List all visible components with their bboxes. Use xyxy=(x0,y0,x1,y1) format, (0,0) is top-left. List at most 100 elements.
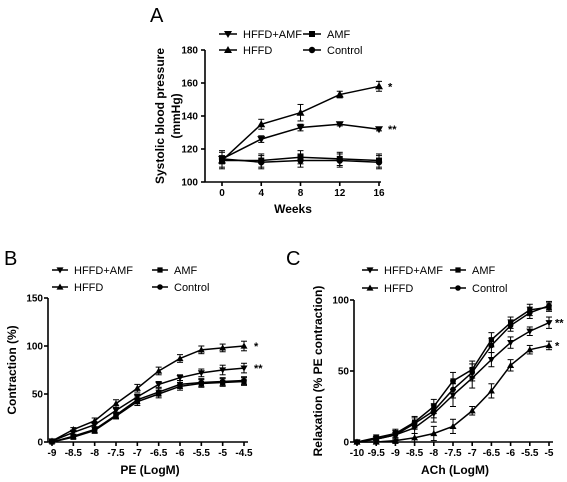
panel-b-series-hffd-point xyxy=(133,384,141,391)
panel-c-ytick-label: 100 xyxy=(332,296,349,307)
panel-a-xtick-label: 4 xyxy=(258,188,264,199)
panel-c-xtick-label: -7 xyxy=(468,448,477,459)
panel-b-xtick-label: -6 xyxy=(176,448,185,459)
panel-a-ytick-label: 140 xyxy=(181,112,198,123)
panel-b-series-control-point xyxy=(134,396,141,403)
panel-c-series-control-point xyxy=(469,369,476,376)
panel-b-legend-item: HFFD xyxy=(52,282,103,294)
panel-c-series-hffd-point xyxy=(526,346,534,353)
panel-b-series-control-point xyxy=(70,433,77,440)
panel-b-series-hffd-point xyxy=(91,417,99,424)
panel-b-series-hffd-amf-point xyxy=(155,381,163,388)
panel-c-xtick-label: -8 xyxy=(429,448,438,459)
panel-c-xtick-label: -10 xyxy=(350,448,365,459)
panel-b-x-label: PE (LogM) xyxy=(120,463,179,477)
panel-c-series-control-point xyxy=(527,309,533,316)
panel-a-ytick-label: 160 xyxy=(181,79,198,90)
panel-c-legend-marker xyxy=(366,284,374,291)
panel-a-series-hffd-point xyxy=(257,120,266,128)
panel-a-legend-item: Control xyxy=(303,45,362,57)
panel-c-legend-marker xyxy=(455,267,461,273)
panel-a-legend-marker xyxy=(224,31,232,38)
panel-a-series-hffd-amf-point xyxy=(335,121,344,129)
panel-c-series-control-point xyxy=(392,432,399,438)
panel-b-series-hffd-amf-point xyxy=(240,365,248,372)
panel-a-legend-marker xyxy=(308,46,316,54)
panel-c-legend-label: AMF xyxy=(472,265,496,277)
panel-c-series-hffd-point xyxy=(411,434,419,441)
panel-c-series-hffd-amf-point xyxy=(507,339,515,347)
panel-b-ytick-label: 50 xyxy=(32,390,44,401)
panel-a-legend-label: Control xyxy=(327,45,362,57)
panel-b-series-hffd xyxy=(48,340,248,444)
panel-b-series-control-point xyxy=(219,378,226,385)
panel-a-ytick-label: 120 xyxy=(181,145,198,156)
panel-b-legend-marker xyxy=(56,267,64,274)
panel-b-series-hffd-amf xyxy=(48,362,248,445)
panel-c-y-label: Relaxation (% PE contraction) xyxy=(311,286,325,457)
panel-c-series-control-point xyxy=(546,302,552,309)
panel-a-legend-item: AMF xyxy=(303,29,351,41)
panel-b-legend-label: Control xyxy=(174,282,209,294)
panel-a-series-hffd-amf-point xyxy=(375,126,383,134)
panel-b-legend-item: Control xyxy=(152,282,209,294)
panel-b-significance-label: * xyxy=(254,341,259,353)
panel-a-series-control xyxy=(218,150,383,170)
panel-a-series-control-point xyxy=(218,155,226,163)
panel-a-legend-label: HFFD xyxy=(243,45,272,57)
panel-c-series-control-point xyxy=(354,439,360,445)
panel-a-legend-item: HFFD xyxy=(219,45,272,57)
panel-c-significance-label: * xyxy=(555,340,560,352)
panel-a-legend-label: HFFD+AMF xyxy=(243,29,302,41)
panel-c-legend-label: Control xyxy=(472,283,507,295)
panel-c-xtick-label: -6.5 xyxy=(483,448,501,459)
panel-c-legend-label: HFFD+AMF xyxy=(384,265,443,277)
panel-b-ytick-label: 150 xyxy=(26,294,43,305)
panel-c-legend-marker xyxy=(455,285,461,291)
panel-c-series-control-point xyxy=(507,322,514,329)
panel-b-ytick-label: 100 xyxy=(26,342,43,353)
panel-b-series-hffd-amf-point xyxy=(176,375,184,382)
panel-c-series-control-point xyxy=(488,342,495,349)
panel-a-series-hffd-line xyxy=(221,85,380,162)
panel-b-legend-label: HFFD xyxy=(74,282,103,294)
panel-a-y-label: Systolic blood pressure xyxy=(153,48,167,184)
panel-b-series-hffd-amf-point xyxy=(112,407,120,414)
panel-b-xtick-label: -7.5 xyxy=(107,448,125,459)
panel-a: 100 120 140 160 180 0 4 8 12 16 Weeks Systolic bloo… xyxy=(153,29,397,216)
panel-b-series-control-point xyxy=(113,412,119,418)
panel-c-series-hffd-point xyxy=(391,437,399,444)
panel-b-series-control-line xyxy=(51,379,245,443)
panel-c-series-hffd-point xyxy=(545,341,553,349)
panel-a-xtick-label: 8 xyxy=(298,188,304,199)
panel-c-legend-item: AMF xyxy=(450,265,496,277)
panel-b-series-hffd-amf-point xyxy=(197,370,205,377)
panel-a-ytick-label: 180 xyxy=(181,46,198,57)
panel-a-legend-marker xyxy=(224,46,232,53)
panel-b-legend-marker xyxy=(157,267,163,273)
panel-b-xtick-label: -7 xyxy=(133,448,142,459)
panel-c-series-hffd-amf-point xyxy=(545,320,553,327)
panel-c-series-control-point xyxy=(411,420,418,427)
panel-c-xtick-label: -5 xyxy=(545,448,554,459)
panel-a-y-label: (mmHg) xyxy=(169,93,183,138)
panel-b-legend-label: AMF xyxy=(174,265,198,277)
panel-a-series-hffd-point xyxy=(335,90,344,98)
panel-c-legend-item: Control xyxy=(450,283,507,295)
panel-b-series-control-point xyxy=(91,426,98,433)
panel-a-series-hffd-point xyxy=(375,82,383,90)
panel-b-series-control-point xyxy=(177,381,183,388)
panel-c-ytick-label: 0 xyxy=(343,438,349,449)
panel-a-ytick-label: 100 xyxy=(181,178,198,189)
panel-c-significance-label: ** xyxy=(555,318,564,330)
panel-letter-a: A xyxy=(150,5,164,27)
panel-c-series-hffd-point xyxy=(487,387,495,394)
panel-a-series-control-point xyxy=(258,159,265,166)
panel-c-xtick-label: -5.5 xyxy=(521,448,539,459)
panel-b-xtick-label: -8.5 xyxy=(65,448,83,459)
panel-b-series-hffd-point xyxy=(197,346,205,353)
panel-a-legend-item: HFFD+AMF xyxy=(219,29,302,41)
panel-a-xtick-label: 16 xyxy=(373,188,385,199)
panel-b-series-hffd-point xyxy=(240,342,248,349)
